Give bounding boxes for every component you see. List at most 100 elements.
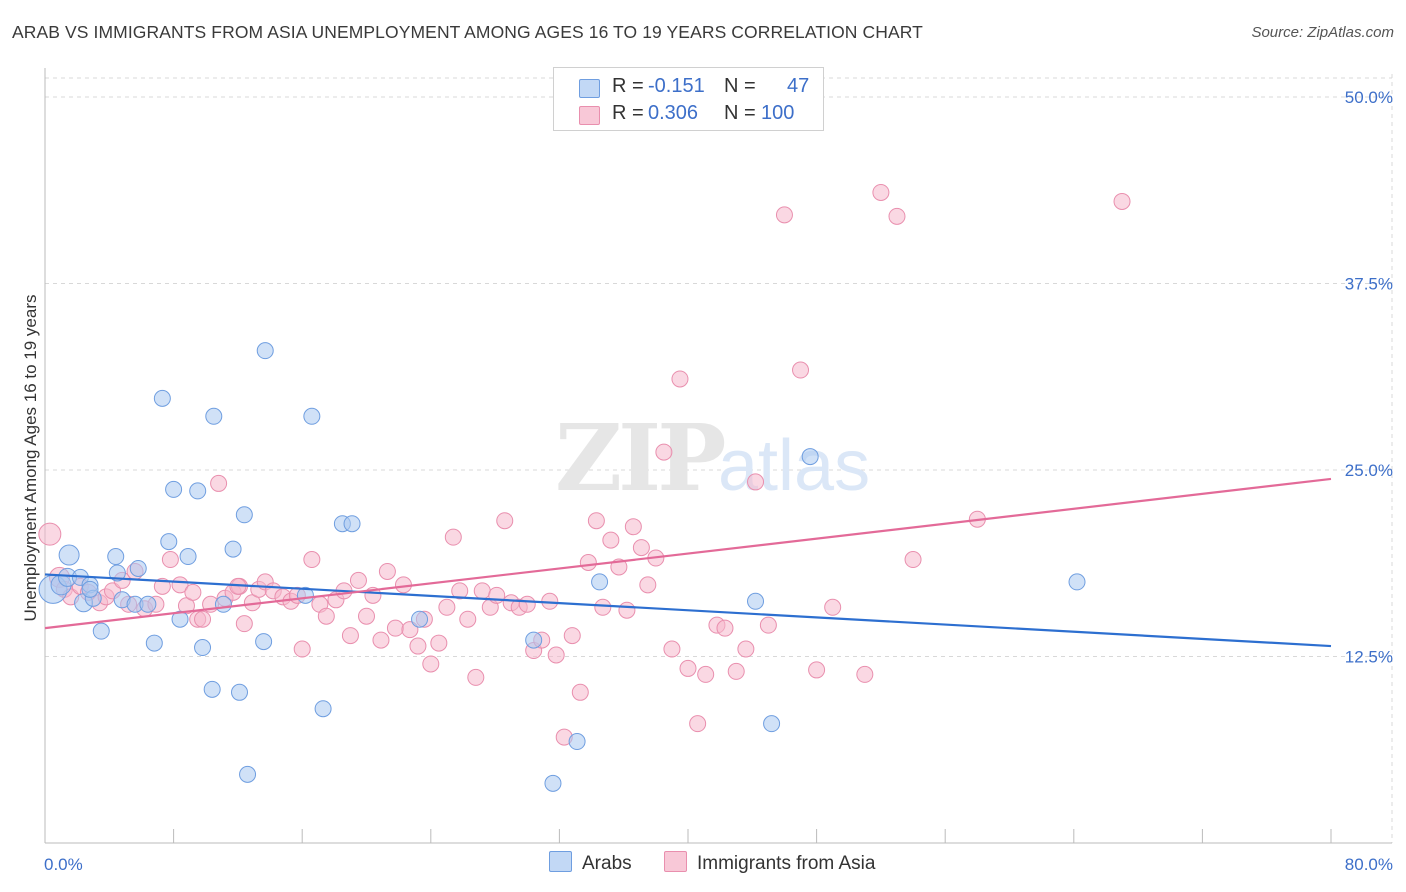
asia-point: [372, 631, 390, 649]
asia-point: [473, 582, 491, 600]
asia-point: [904, 551, 922, 569]
asia-point: [563, 627, 581, 645]
asia-point: [639, 576, 657, 594]
y-tick-label: 37.5%: [1345, 275, 1393, 294]
arab-point: [411, 610, 429, 628]
asia-point: [655, 443, 673, 461]
arab-trend-line: [44, 573, 1332, 648]
arab-point: [568, 733, 586, 751]
asia-point: [689, 715, 707, 733]
arab-point: [591, 573, 609, 591]
bottom-legend-arabs-label: Arabs: [582, 853, 632, 874]
legend-n-label: N =: [724, 75, 756, 97]
x-tick-label: 80.0%: [1345, 855, 1393, 874]
asia-point: [618, 601, 636, 619]
watermark: ZIP atlas: [555, 404, 870, 512]
asia-point: [587, 512, 605, 530]
asia-point: [737, 640, 755, 658]
legend-n-label: N =: [724, 102, 756, 124]
asia-point: [547, 646, 565, 664]
arab-point: [801, 448, 819, 466]
asia-point: [317, 607, 335, 625]
chart-title: ARAB VS IMMIGRANTS FROM ASIA UNEMPLOYMEN…: [12, 22, 923, 42]
arab-swatch-icon: [579, 79, 600, 98]
asia-point: [303, 551, 321, 569]
legend-r-value: 0.306: [648, 102, 699, 124]
arab-point: [92, 622, 110, 640]
arab-point: [1068, 573, 1086, 591]
arab-point: [108, 564, 126, 582]
arab-point: [544, 774, 562, 792]
arab-point: [171, 610, 189, 628]
asia-point: [349, 571, 367, 589]
legend-box: R = -0.151 N = 47 R = 0.306 N = 100: [553, 67, 824, 131]
arab-point: [224, 540, 242, 558]
asia-point: [161, 551, 179, 569]
arab-point: [235, 506, 253, 524]
watermark-zip: ZIP: [555, 404, 724, 512]
arab-point: [343, 515, 361, 533]
arab-swatch-icon: [549, 851, 572, 872]
legend-row-asia: R = 0.306 N = 100: [554, 101, 823, 129]
asia-point: [438, 598, 456, 616]
legend-r-value: -0.151: [648, 75, 705, 97]
source-label: Source: ZipAtlas.com: [1251, 24, 1394, 41]
watermark-atlas: atlas: [718, 426, 870, 506]
arab-point: [107, 548, 125, 566]
asia-point: [518, 595, 536, 613]
asia-point: [293, 640, 311, 658]
asia-point: [747, 473, 765, 491]
asia-point: [38, 522, 62, 546]
asia-point: [496, 512, 514, 530]
y-axis-label: Unemployment Among Ages 16 to 19 years: [21, 295, 40, 622]
arab-point: [303, 407, 321, 425]
asia-trend-line: [44, 477, 1332, 630]
legend-r-label: R =: [612, 102, 644, 124]
bottom-legend-arabs: Arabs: [549, 851, 632, 875]
legend-r-label: R =: [612, 75, 644, 97]
arab-point: [203, 680, 221, 698]
asia-point: [153, 577, 171, 595]
bottom-legend-asia-label: Immigrants from Asia: [697, 853, 876, 874]
asia-point: [594, 598, 612, 616]
asia-point: [888, 207, 906, 225]
asia-point: [409, 637, 427, 655]
x-tick-label: 0.0%: [44, 855, 83, 874]
arab-point: [747, 592, 765, 610]
arab-point: [194, 639, 212, 657]
asia-point: [184, 583, 202, 601]
asia-point: [602, 531, 620, 549]
y-tick-label: 50.0%: [1345, 88, 1393, 107]
asia-point: [422, 655, 440, 673]
arab-point: [139, 595, 157, 613]
arab-point: [214, 595, 232, 613]
tick-labels: 12.5% 25.0% 37.5% 50.0% 0.0% 80.0%: [44, 88, 1393, 874]
arab-point: [314, 700, 332, 718]
arab-point: [239, 765, 257, 783]
arab-point: [189, 482, 207, 500]
bottom-legend-asia: Immigrants from Asia: [664, 851, 875, 875]
axes-layer: [44, 68, 1392, 844]
trend-layer: [44, 477, 1332, 648]
asia-point: [194, 610, 212, 628]
asia-point: [856, 665, 874, 683]
arab-point: [129, 559, 147, 577]
asia-point: [716, 619, 734, 637]
asia-swatch-icon: [579, 106, 600, 125]
arab-point: [763, 715, 781, 733]
arab-point: [256, 342, 274, 360]
asia-point: [759, 616, 777, 634]
arab-point: [525, 631, 543, 649]
arab-point: [160, 533, 178, 551]
legend-n-value: 100: [761, 102, 795, 124]
asia-point: [401, 621, 419, 639]
arab-point: [231, 683, 249, 701]
asia-point: [451, 582, 469, 600]
arab-point: [255, 633, 273, 651]
asia-point: [671, 370, 689, 388]
asia-point: [808, 661, 826, 679]
asia-point: [430, 634, 448, 652]
y-tick-label: 25.0%: [1345, 461, 1393, 480]
asia-point: [727, 662, 745, 680]
